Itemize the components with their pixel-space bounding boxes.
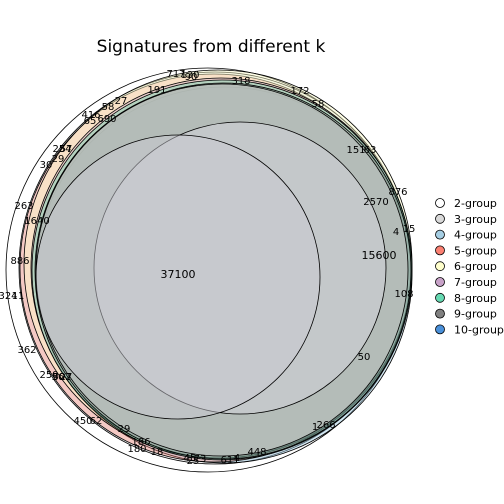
- region-label: 27: [115, 96, 128, 107]
- legend-label: 5-group: [454, 244, 497, 257]
- region-label: 130: [180, 70, 199, 81]
- region-label: 4: [234, 453, 240, 464]
- region-label: 191: [147, 85, 166, 96]
- region-label: 4: [393, 227, 399, 238]
- region-label: 886: [10, 256, 29, 267]
- region-label: 611: [220, 455, 239, 466]
- legend-swatch: [435, 261, 445, 272]
- legend-label: 9-group: [454, 308, 497, 321]
- legend-item: 10-group: [435, 323, 504, 336]
- legend-label: 7-group: [454, 276, 497, 289]
- region-label: 65: [84, 116, 97, 127]
- region-label: 11: [12, 291, 25, 302]
- legend-swatch: [435, 324, 445, 335]
- region-label: 318: [231, 76, 250, 87]
- region-label: 172: [290, 86, 309, 97]
- region-label: 18: [151, 447, 164, 458]
- legend-swatch: [435, 245, 445, 256]
- region-label: 450: [73, 416, 92, 427]
- circles: [5, 67, 413, 473]
- region-label: 690: [97, 114, 116, 125]
- legend-label: 8-group: [454, 292, 497, 305]
- legend-item: 8-group: [435, 292, 497, 305]
- legend-swatch: [435, 229, 445, 240]
- region-label: 58: [102, 102, 115, 113]
- region-label: 57: [60, 144, 73, 155]
- region-label: 15: [403, 224, 416, 235]
- legend-swatch: [435, 308, 445, 319]
- legend-item: 5-group: [435, 244, 497, 257]
- legend-item: 3-group: [435, 213, 497, 226]
- region-label: 50: [358, 352, 371, 363]
- region-label: 37100: [161, 268, 196, 281]
- legend-item: 7-group: [435, 276, 497, 289]
- legend-label: 2-group: [454, 197, 497, 210]
- region-label: 90: [185, 72, 198, 83]
- legend-swatch: [435, 277, 445, 287]
- region-label: 876: [388, 187, 407, 198]
- region-label: 2570: [363, 197, 388, 208]
- region-label: 27: [60, 372, 73, 383]
- region-label: 502: [52, 372, 71, 383]
- region-label: 1: [312, 422, 318, 433]
- legend-label: 10-group: [454, 323, 504, 336]
- legend: 2-group 3-group 4-group 5-group 6-group 7-gro…: [435, 197, 504, 336]
- region-label: 29: [52, 154, 65, 165]
- region-label: 266: [316, 420, 335, 431]
- legend-swatch: [435, 292, 445, 303]
- legend-label: 4-group: [454, 229, 497, 242]
- region-label: 416: [81, 110, 100, 121]
- region-label: 324: [0, 291, 18, 302]
- legend-item: 4-group: [435, 229, 497, 242]
- legend-label: 3-group: [454, 213, 497, 226]
- region-label: 62: [90, 416, 103, 427]
- region-label: 263: [14, 201, 33, 212]
- legend-item: 2-group: [435, 197, 497, 210]
- region-label: 30: [40, 160, 53, 171]
- legend-swatch: [435, 198, 445, 208]
- region-label: 254: [52, 144, 71, 155]
- region-label: 15600: [362, 249, 397, 262]
- region-label: 151: [346, 145, 365, 156]
- region-label: 1640: [24, 216, 49, 227]
- region-label: 29: [118, 424, 131, 435]
- region-label: 717: [166, 69, 185, 80]
- core-circle: [35, 134, 321, 420]
- region-label: 36: [52, 372, 65, 383]
- legend-item: 6-group: [435, 260, 497, 273]
- diagram-title: Signatures from different k: [97, 37, 326, 57]
- region-label: 362: [17, 345, 36, 356]
- region-label: 180: [127, 444, 146, 455]
- legend-label: 6-group: [454, 260, 497, 273]
- region-label: 448: [247, 447, 266, 458]
- legend-item: 9-group: [435, 308, 497, 321]
- region-label: 186: [131, 437, 150, 448]
- region-label: 73: [194, 454, 207, 465]
- region-label: 25: [187, 456, 200, 467]
- region-label: 58: [312, 99, 325, 110]
- region-label: 108: [394, 289, 413, 300]
- legend-swatch: [435, 213, 445, 224]
- region-label: 63: [364, 145, 377, 156]
- region-label: 45: [184, 453, 197, 464]
- region-label: 250: [39, 370, 58, 381]
